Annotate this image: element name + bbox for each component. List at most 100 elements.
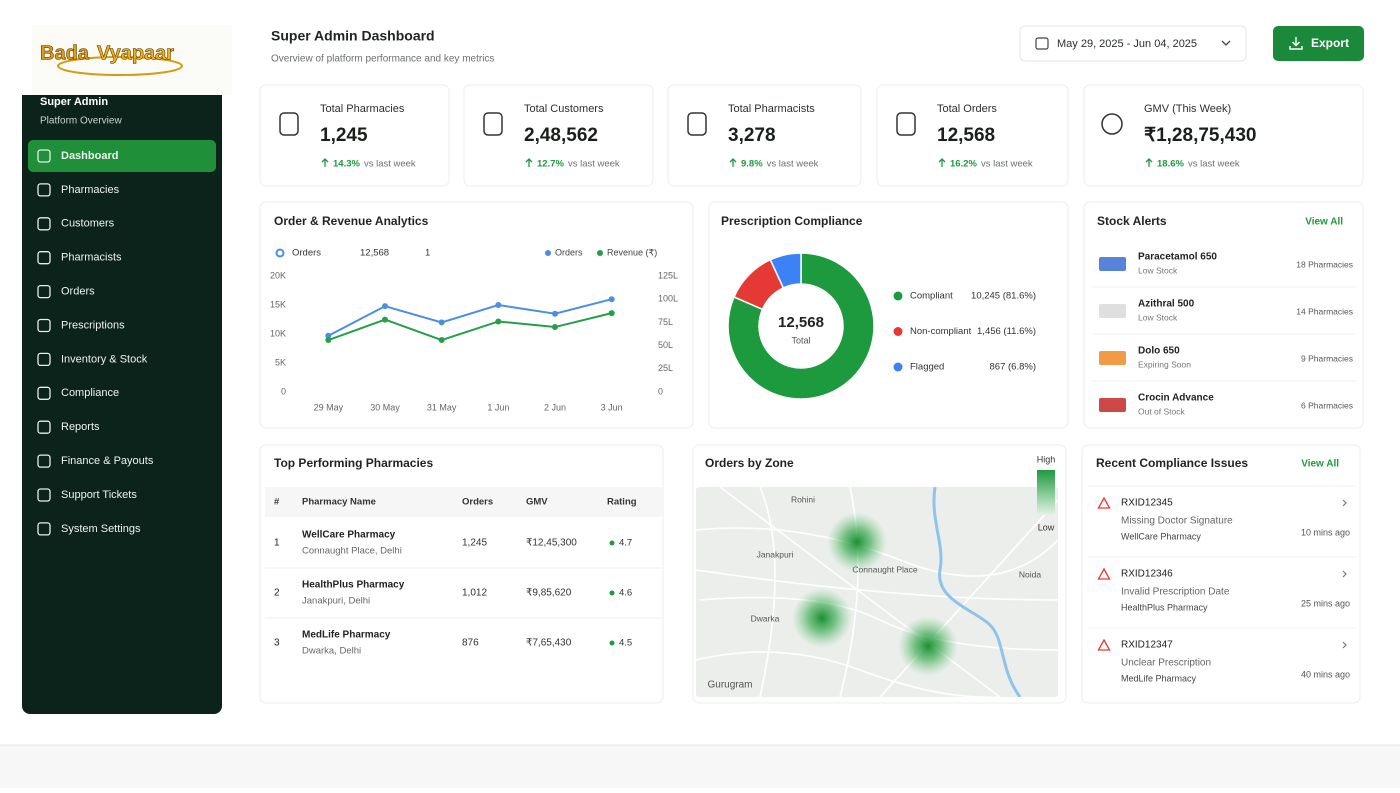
product-name: Azithral 500 bbox=[1138, 299, 1195, 310]
up-arrow bbox=[525, 158, 533, 167]
panel-title: Top Performing Pharmacies bbox=[274, 456, 433, 470]
issue-text: Missing Doctor Signature bbox=[1121, 516, 1233, 527]
column-header: GMV bbox=[526, 497, 548, 508]
stat-note: vs last week bbox=[1188, 159, 1240, 170]
nav-item[interactable]: Reports bbox=[61, 421, 100, 433]
cell-location: Connaught Place, Delhi bbox=[302, 546, 402, 557]
column-header: Rating bbox=[607, 497, 637, 508]
nav-item[interactable]: Customers bbox=[61, 218, 115, 230]
warning-icon bbox=[1097, 496, 1111, 509]
x-tick-label: 31 May bbox=[427, 402, 457, 412]
summary-label: Orders bbox=[292, 248, 321, 259]
series-point bbox=[325, 337, 332, 344]
legend-low: Low bbox=[1038, 522, 1055, 532]
export-label[interactable]: Export bbox=[1311, 36, 1349, 50]
nav-item[interactable]: Dashboard bbox=[61, 150, 118, 162]
series-point bbox=[382, 316, 388, 323]
donut-center-label: Total bbox=[791, 335, 810, 345]
legend-marker bbox=[893, 362, 903, 372]
map-place: Rohini bbox=[791, 494, 815, 504]
stat-note: vs last week bbox=[364, 159, 416, 170]
nav-item[interactable]: Support Tickets bbox=[61, 489, 137, 501]
product-thumb bbox=[1099, 304, 1126, 318]
issue-text: Unclear Prescription bbox=[1121, 658, 1211, 669]
legend-marker bbox=[893, 291, 903, 301]
up-arrow bbox=[1145, 158, 1153, 167]
stat-value: 3,278 bbox=[728, 125, 776, 146]
rating-dot bbox=[609, 590, 615, 596]
product-status: Expiring Soon bbox=[1138, 359, 1191, 369]
stat-icon bbox=[896, 112, 916, 136]
stat-card bbox=[463, 84, 654, 187]
legend-label: Orders bbox=[555, 247, 583, 257]
value-label: 1,456 (11.6%) bbox=[977, 326, 1036, 337]
calendar-icon bbox=[1035, 37, 1049, 50]
nav-item[interactable]: Pharmacies bbox=[61, 184, 120, 196]
stat-change: 14.3% bbox=[333, 159, 360, 170]
product-name: Dolo 650 bbox=[1138, 346, 1180, 357]
legend-label: Non-compliant bbox=[910, 326, 972, 337]
nav-item[interactable]: Orders bbox=[61, 286, 95, 298]
nav-icon bbox=[37, 522, 51, 536]
hotspot bbox=[827, 512, 887, 572]
product-status: Low Stock bbox=[1138, 312, 1178, 322]
map-place: Connaught Place bbox=[852, 564, 917, 574]
view-all[interactable]: View All bbox=[1305, 217, 1343, 228]
map bbox=[696, 487, 1058, 697]
nav-item[interactable]: Inventory & Stock bbox=[61, 353, 148, 365]
map-place: Gurugram bbox=[707, 680, 752, 691]
issue-time: 25 mins ago bbox=[1301, 598, 1350, 608]
logo-box bbox=[32, 25, 232, 95]
issue-id: RXID12345 bbox=[1121, 498, 1173, 509]
nav-icon bbox=[37, 251, 51, 265]
issue-id: RXID12347 bbox=[1121, 640, 1173, 651]
nav-item[interactable]: Pharmacists bbox=[61, 252, 122, 264]
hotspot bbox=[898, 616, 958, 676]
date-picker[interactable] bbox=[1019, 25, 1247, 62]
cell-name: HealthPlus Pharmacy bbox=[302, 580, 405, 591]
tick-label: 25L bbox=[658, 363, 673, 373]
view-all[interactable]: View All bbox=[1301, 459, 1339, 470]
stat-label: Total Customers bbox=[524, 103, 604, 115]
nav-icon bbox=[37, 352, 51, 367]
legend-marker bbox=[893, 327, 903, 336]
cell-rating: 4.5 bbox=[619, 638, 632, 649]
panel-title: Recent Compliance Issues bbox=[1096, 456, 1248, 470]
chevron bbox=[1342, 499, 1347, 507]
footer-band bbox=[0, 745, 1400, 788]
value-label: 867 (6.8%) bbox=[990, 362, 1036, 373]
series-point bbox=[382, 303, 388, 310]
sidebar-subtitle: Platform Overview bbox=[40, 116, 122, 127]
stat-label: Total Pharmacists bbox=[728, 103, 815, 115]
up-arrow bbox=[938, 158, 946, 167]
series-point bbox=[608, 310, 615, 317]
chevron bbox=[1342, 641, 1347, 649]
column-header: Pharmacy Name bbox=[302, 497, 376, 508]
nav-item[interactable]: System Settings bbox=[61, 523, 141, 535]
export-button[interactable] bbox=[1273, 26, 1364, 61]
stat-card bbox=[1083, 84, 1364, 187]
nav-item[interactable]: Finance & Payouts bbox=[61, 455, 154, 467]
x-tick-label: 2 Jun bbox=[544, 402, 566, 412]
series-point bbox=[552, 310, 558, 317]
legend-marker bbox=[545, 250, 551, 256]
nav-icon bbox=[37, 217, 51, 231]
river bbox=[932, 487, 1022, 697]
nav-active bbox=[28, 140, 216, 172]
series-line bbox=[327, 312, 612, 342]
issue-id: RXID12346 bbox=[1121, 569, 1173, 580]
stat-icon bbox=[483, 112, 503, 136]
cell-orders: 1,245 bbox=[462, 538, 487, 549]
series-point bbox=[325, 332, 332, 339]
panel-title: Order & Revenue Analytics bbox=[274, 214, 429, 228]
logo-part1: Bada bbox=[40, 42, 90, 64]
cell-orders: 876 bbox=[462, 638, 479, 649]
legend-label: Revenue (₹) bbox=[607, 247, 657, 257]
series-point bbox=[608, 296, 615, 303]
nav-item[interactable]: Compliance bbox=[61, 387, 119, 399]
nav-item[interactable]: Prescriptions bbox=[61, 319, 125, 331]
logo-swoosh bbox=[57, 56, 183, 76]
legend-high: High bbox=[1037, 454, 1056, 464]
stat-change: 12.7% bbox=[537, 159, 564, 170]
legend-marker bbox=[597, 250, 603, 256]
